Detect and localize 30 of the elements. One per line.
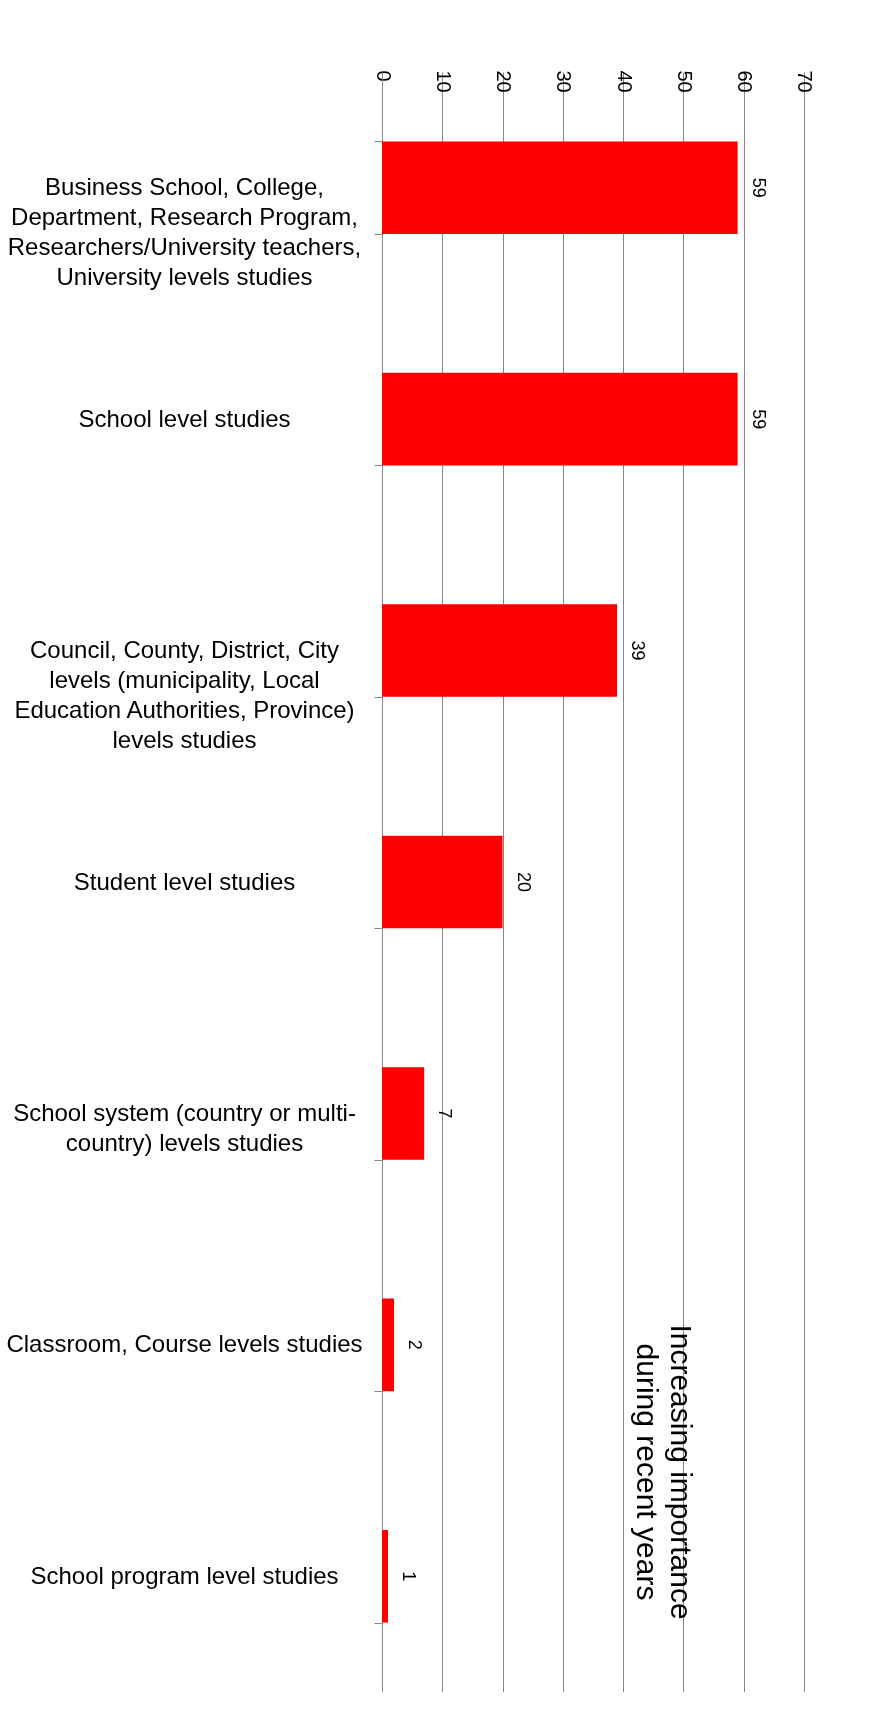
data-label: 59 <box>748 177 769 198</box>
bar <box>382 1298 395 1392</box>
bar <box>382 141 738 234</box>
x-tick-label: 0 <box>372 70 395 82</box>
x-tick-label: 30 <box>553 70 576 93</box>
bar <box>382 372 738 466</box>
data-label: 1 <box>399 1571 420 1582</box>
y-tick-label: School system (country or multi-country) levels studies <box>13 1098 356 1156</box>
data-label: 7 <box>435 1108 456 1119</box>
bar <box>382 604 618 697</box>
bar <box>382 1067 425 1160</box>
y-tick-label: School program level studies <box>30 1561 339 1589</box>
bar <box>382 1530 389 1623</box>
y-tick-label: Business School, College, Department, Research Program, Researchers/University teachers, University levels studies <box>7 173 362 291</box>
bar <box>382 835 503 929</box>
y-tick-label: Student level studies <box>73 867 296 895</box>
data-label: 59 <box>748 409 769 430</box>
x-tick-label: 60 <box>734 70 757 93</box>
y-tick-label: Council, County, District, City levels (municipality, Local Education Authorities, Province) levels studies <box>14 636 355 754</box>
y-tick-label: Classroom, Course levels studies <box>6 1330 363 1358</box>
x-tick-label: 70 <box>794 70 817 93</box>
x-tick-label: 10 <box>432 70 455 93</box>
x-tick-label: 20 <box>493 70 516 93</box>
data-label: 20 <box>513 871 534 893</box>
data-label: 2 <box>405 1339 426 1350</box>
data-label: 39 <box>628 640 649 661</box>
x-tick-label: 40 <box>613 70 636 93</box>
x-tick-label: 50 <box>673 70 696 93</box>
y-tick-label: School level studies <box>78 404 291 432</box>
annotation: Increasing importance during recent years <box>631 1324 699 1620</box>
